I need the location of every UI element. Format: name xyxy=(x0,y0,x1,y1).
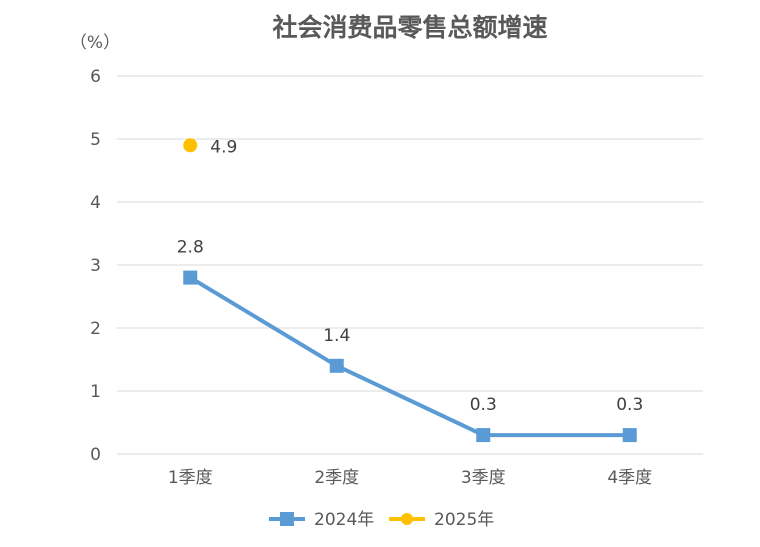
data-label: 2.8 xyxy=(177,238,204,258)
data-point xyxy=(183,138,198,153)
legend-label: 2025年 xyxy=(434,510,494,530)
y-tick-label: 4 xyxy=(90,193,101,213)
y-tick-label: 0 xyxy=(90,445,101,465)
x-axis-ticks: 1季度 2季度 3季度 4季度 xyxy=(168,468,652,488)
series-line xyxy=(189,275,630,438)
gridlines xyxy=(117,75,703,455)
x-tick-label: 2季度 xyxy=(314,468,359,488)
legend-marker xyxy=(401,513,413,525)
data-point xyxy=(329,358,344,373)
y-tick-label: 1 xyxy=(90,382,101,402)
y-tick-label: 5 xyxy=(90,130,101,150)
y-tick-label: 6 xyxy=(90,67,101,87)
data-point xyxy=(183,270,198,285)
x-tick-label: 1季度 xyxy=(168,468,213,488)
legend-label: 2024年 xyxy=(314,510,374,530)
data-labels: 2.8 1.4 0.3 0.3 4.9 xyxy=(177,137,644,415)
data-label: 0.3 xyxy=(470,395,497,415)
y-tick-label: 3 xyxy=(90,256,101,276)
x-tick-label: 4季度 xyxy=(607,468,652,488)
y-axis-ticks: 0 1 2 3 4 5 6 xyxy=(90,67,101,465)
series-layer xyxy=(183,138,637,443)
data-label: 4.9 xyxy=(210,137,237,157)
data-label: 0.3 xyxy=(616,395,643,415)
legend-marker xyxy=(280,512,294,526)
y-tick-label: 2 xyxy=(90,319,101,339)
data-label: 1.4 xyxy=(323,326,350,346)
data-point xyxy=(622,428,637,443)
data-point xyxy=(476,428,491,443)
unit-label: （%） xyxy=(70,33,120,53)
legend: 2024年 2025年 xyxy=(269,510,494,530)
x-tick-label: 3季度 xyxy=(461,468,506,488)
chart-title: 社会消费品零售总额增速 xyxy=(272,13,547,42)
